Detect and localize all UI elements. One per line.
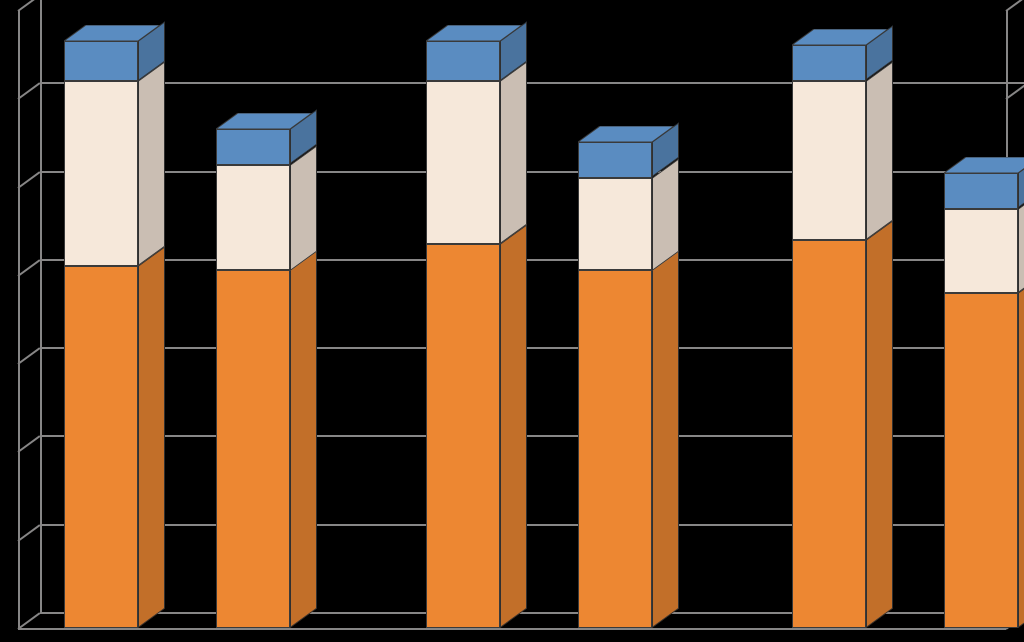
gridline-depth — [17, 171, 40, 189]
bar-segment — [426, 41, 500, 81]
gridline-depth — [17, 259, 40, 277]
axis-line — [40, 0, 42, 612]
gridline-depth — [17, 347, 40, 365]
bar-segment — [216, 165, 290, 271]
bar-top-face — [426, 25, 524, 43]
bar-segment — [792, 45, 866, 80]
gridline-depth — [17, 82, 40, 100]
stacked-bar-3d-chart — [0, 0, 1024, 642]
bar-segment — [792, 240, 866, 628]
bar-segment — [792, 81, 866, 240]
bar-segment — [578, 270, 652, 628]
bar-segment — [64, 266, 138, 628]
bar-segment — [578, 142, 652, 177]
bar-segment — [64, 41, 138, 81]
bar-segment — [426, 244, 500, 628]
bar-segment — [578, 178, 652, 271]
bar-segment — [944, 173, 1018, 208]
bar-top-face — [578, 126, 676, 144]
floor-line — [18, 628, 1006, 630]
bar-segment — [64, 81, 138, 266]
gridline-depth — [17, 524, 40, 542]
bar-top-face — [64, 25, 162, 43]
bar-top-face — [944, 157, 1024, 175]
bar-segment — [944, 293, 1018, 628]
bar-top-face — [216, 113, 314, 131]
gridline-depth — [1005, 82, 1024, 100]
bar-segment — [944, 209, 1018, 293]
bar-segment — [216, 270, 290, 628]
bar-segment — [216, 129, 290, 164]
gridline-depth — [1005, 0, 1024, 12]
axis-line — [18, 10, 20, 628]
gridline-depth — [17, 0, 40, 12]
bar-segment — [426, 81, 500, 244]
bar-top-face — [792, 29, 890, 47]
gridline-depth — [17, 436, 40, 454]
